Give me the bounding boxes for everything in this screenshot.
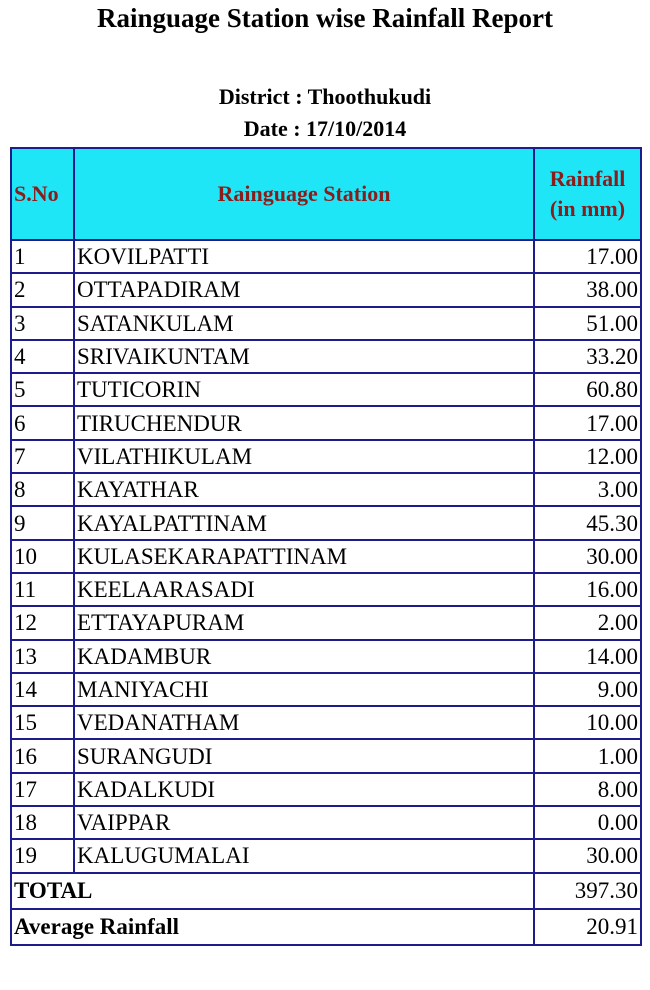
serial-number: 1	[10, 238, 75, 275]
station-name: TUTICORIN	[73, 372, 535, 408]
serial-number: 18	[10, 805, 75, 841]
station-name: KEELAARASADI	[73, 571, 535, 608]
serial-number: 19	[10, 838, 75, 874]
station-name: KALUGUMALAI	[73, 838, 535, 874]
summary-label: TOTAL	[10, 871, 535, 910]
table-row: 2 OTTAPADIRAM 38.00	[10, 272, 642, 308]
table-row: 12 ETTAYAPURAM 2.00	[10, 605, 642, 641]
district: District : Thoothukudi	[218, 84, 432, 109]
serial-number: 3	[10, 305, 75, 341]
table-row: 5 TUTICORIN 60.80	[10, 372, 642, 408]
station-name: VEDANATHAM	[73, 705, 535, 741]
rainfall-value: 2.00	[533, 605, 642, 641]
station-name: VILATHIKULAM	[73, 438, 535, 475]
table-row: 9 KAYALPATTINAM 45.30	[10, 505, 642, 541]
summary-row: Average Rainfall 20.91	[10, 907, 642, 946]
serial-number: 14	[10, 671, 75, 708]
table-row: 8 KAYATHAR 3.00	[10, 472, 642, 508]
rainfall-value: 3.00	[533, 472, 642, 508]
table-row: 1 KOVILPATTI 17.00	[10, 238, 642, 275]
station-name: SURANGUDI	[73, 738, 535, 774]
column-header: Rainfall (in mm)	[533, 147, 642, 241]
station-name: SATANKULAM	[73, 305, 535, 341]
rainfall-value: 60.80	[533, 372, 642, 408]
rainfall-value: 45.30	[533, 505, 642, 541]
rainfall-value: 12.00	[533, 438, 642, 475]
serial-number: 10	[10, 538, 75, 574]
header-row: S.No Rainguage Station Rainfall (in mm)	[10, 147, 642, 241]
serial-number: 15	[10, 705, 75, 741]
rainfall-value: 1.00	[533, 738, 642, 774]
serial-number: 12	[10, 605, 75, 641]
station-name: SRIVAIKUNTAM	[73, 338, 535, 375]
station-name: VAIPPAR	[73, 805, 535, 841]
table-row: 19 KALUGUMALAI 30.00	[10, 838, 642, 874]
rainfall-value: 17.00	[533, 238, 642, 275]
column-header: Rainguage Station	[73, 147, 535, 241]
serial-number: 6	[10, 405, 75, 441]
rainfall-value: 38.00	[533, 272, 642, 308]
table-row: 3 SATANKULAM 51.00	[10, 305, 642, 341]
station-name: KADALKUDI	[73, 771, 535, 808]
summary-row: TOTAL 397.30	[10, 871, 642, 910]
column-header: S.No	[10, 147, 75, 241]
serial-number: 9	[10, 505, 75, 541]
serial-number: 16	[10, 738, 75, 774]
table-row: 7 VILATHIKULAM 12.00	[10, 438, 642, 475]
rainfall-value: 0.00	[533, 805, 642, 841]
table-row: 18 VAIPPAR 0.00	[10, 805, 642, 841]
serial-number: 17	[10, 771, 75, 808]
table-row: 10 KULASEKARAPATTINAM 30.00	[10, 538, 642, 574]
rainfall-value: 51.00	[533, 305, 642, 341]
table-body: 1 KOVILPATTI 17.00 2 OTTAPADIRAM 38.00 3 SATANK…	[10, 238, 642, 946]
station-name: ETTAYAPURAM	[73, 605, 535, 641]
rainfall-value: 14.00	[533, 638, 642, 674]
date: Date : 17/10/2014	[243, 116, 407, 141]
rainfall-table: S.No Rainguage Station Rainfall (in mm) …	[10, 147, 642, 946]
serial-number: 13	[10, 638, 75, 674]
station-name: KADAMBUR	[73, 638, 535, 674]
rainfall-value: 30.00	[533, 838, 642, 874]
serial-number: 2	[10, 272, 75, 308]
rainfall-value: 16.00	[533, 571, 642, 608]
summary-value: 397.30	[533, 871, 642, 910]
station-name: MANIYACHI	[73, 671, 535, 708]
station-name: KAYATHAR	[73, 472, 535, 508]
table-row: 13 KADAMBUR 14.00	[10, 638, 642, 674]
serial-number: 7	[10, 438, 75, 475]
serial-number: 11	[10, 571, 75, 608]
serial-number: 5	[10, 372, 75, 408]
serial-number: 4	[10, 338, 75, 375]
serial-number: 8	[10, 472, 75, 508]
table-row: 11 KEELAARASADI 16.00	[10, 571, 642, 608]
station-name: KAYALPATTINAM	[73, 505, 535, 541]
rainfall-value: 9.00	[533, 671, 642, 708]
rainfall-value: 10.00	[533, 705, 642, 741]
rainfall-value: 33.20	[533, 338, 642, 375]
table-row: 16 SURANGUDI 1.00	[10, 738, 642, 774]
rainfall-value: 17.00	[533, 405, 642, 441]
summary-value: 20.91	[533, 907, 642, 946]
station-name: OTTAPADIRAM	[73, 272, 535, 308]
rainfall-value: 8.00	[533, 771, 642, 808]
table-row: 4 SRIVAIKUNTAM 33.20	[10, 338, 642, 375]
rainfall-value: 30.00	[533, 538, 642, 574]
report-title: Rainguage Station wise Rainfall Report	[96, 3, 553, 33]
station-name: KOVILPATTI	[73, 238, 535, 275]
summary-label: Average Rainfall	[10, 907, 535, 946]
table-row: 14 MANIYACHI 9.00	[10, 671, 642, 708]
table-row: 15 VEDANATHAM 10.00	[10, 705, 642, 741]
station-name: KULASEKARAPATTINAM	[73, 538, 535, 574]
table-row: 6 TIRUCHENDUR 17.00	[10, 405, 642, 441]
station-name: TIRUCHENDUR	[73, 405, 535, 441]
table-row: 17 KADALKUDI 8.00	[10, 771, 642, 808]
